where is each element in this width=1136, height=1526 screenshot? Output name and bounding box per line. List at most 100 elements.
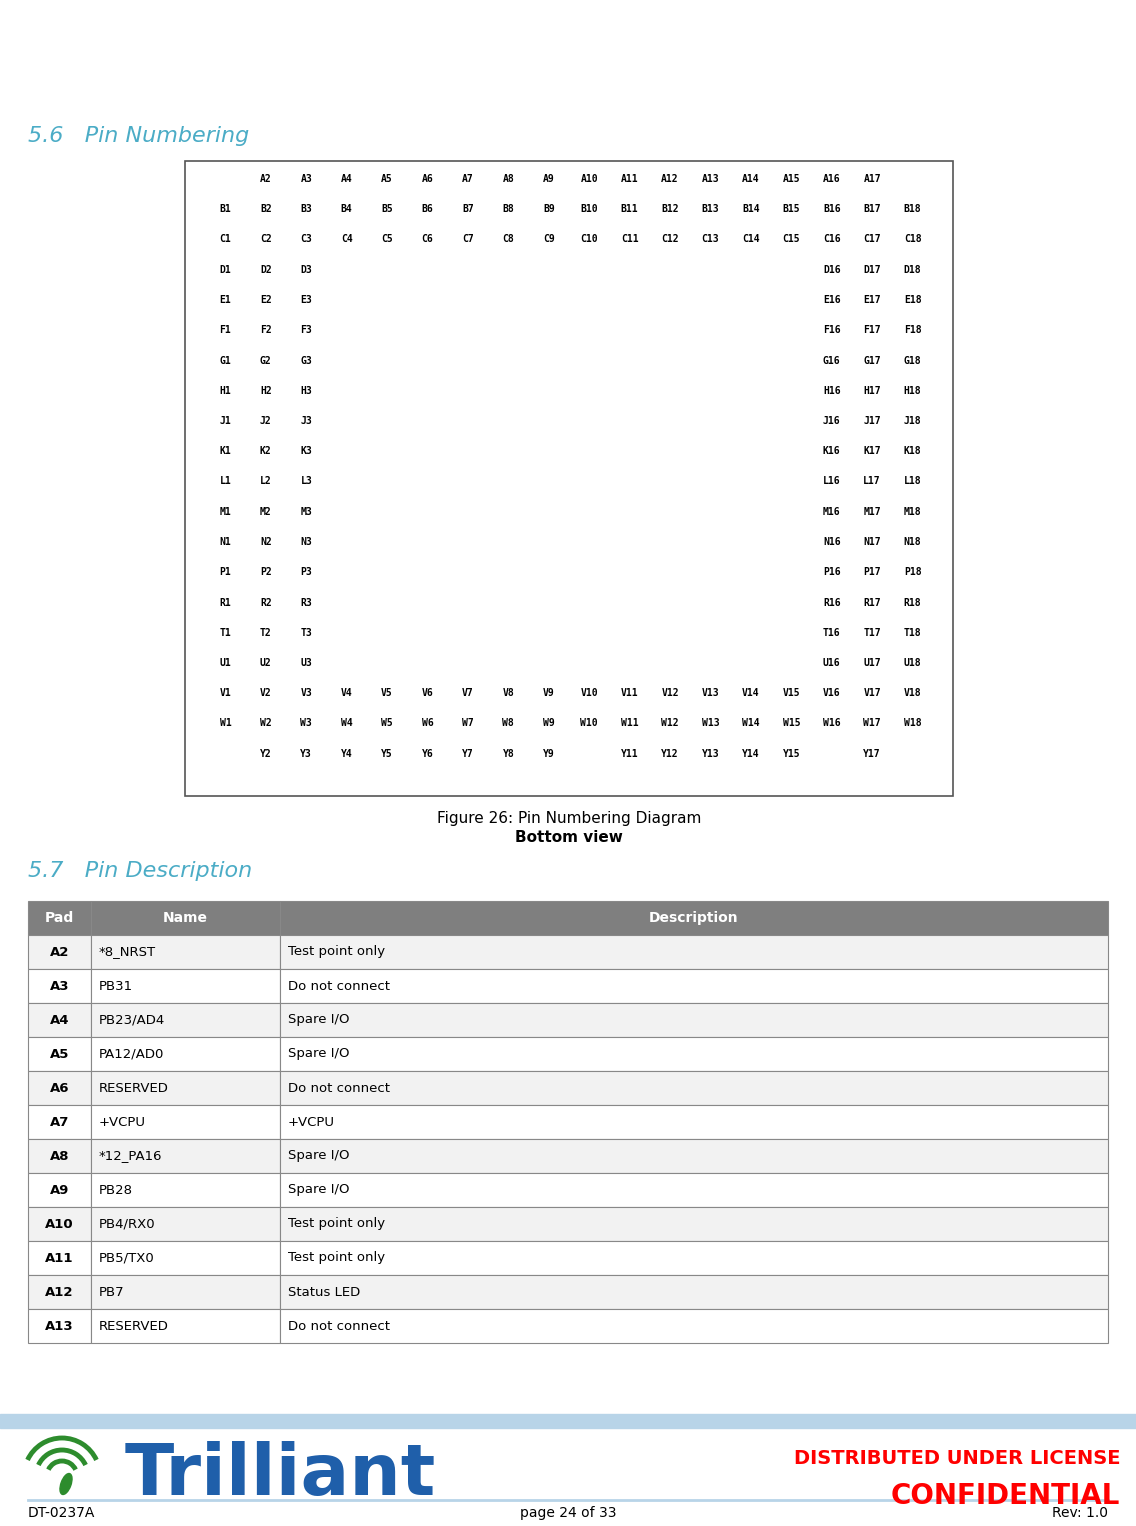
Text: L3: L3: [300, 476, 312, 487]
Text: Y6: Y6: [421, 749, 434, 758]
Text: R2: R2: [260, 598, 272, 607]
Text: A4: A4: [50, 1013, 69, 1027]
Text: V9: V9: [543, 688, 554, 699]
Text: J16: J16: [822, 417, 841, 426]
Text: *8_NRST: *8_NRST: [99, 946, 156, 958]
Bar: [28, 935, 91, 969]
Bar: [185, 162, 953, 797]
Text: H16: H16: [822, 386, 841, 395]
Text: Description: Description: [649, 911, 738, 925]
Text: N1: N1: [219, 537, 232, 546]
Text: R18: R18: [904, 598, 921, 607]
Bar: [91, 1276, 279, 1309]
Text: B3: B3: [300, 204, 312, 214]
Text: V3: V3: [300, 688, 312, 699]
Text: W11: W11: [620, 719, 638, 728]
Text: C11: C11: [620, 235, 638, 244]
Text: M3: M3: [300, 507, 312, 517]
Text: U16: U16: [822, 658, 841, 668]
Text: B7: B7: [462, 204, 474, 214]
Text: N2: N2: [260, 537, 272, 546]
Bar: [279, 1138, 1108, 1173]
Text: B11: B11: [620, 204, 638, 214]
Text: C10: C10: [580, 235, 598, 244]
Text: Status LED: Status LED: [287, 1285, 360, 1299]
Text: Spare I/O: Spare I/O: [287, 1184, 349, 1196]
Text: V4: V4: [341, 688, 352, 699]
Text: A9: A9: [50, 1184, 69, 1196]
Text: L16: L16: [822, 476, 841, 487]
Text: W2: W2: [260, 719, 272, 728]
Bar: [28, 1241, 91, 1276]
Text: F18: F18: [904, 325, 921, 336]
Text: G1: G1: [219, 356, 232, 366]
Text: V15: V15: [783, 688, 800, 699]
Text: Bottom view: Bottom view: [515, 830, 623, 845]
Text: C2: C2: [260, 235, 272, 244]
Bar: [279, 1207, 1108, 1241]
Text: J17: J17: [863, 417, 882, 426]
Text: Pad: Pad: [44, 911, 74, 925]
Text: C4: C4: [341, 235, 352, 244]
Text: W12: W12: [661, 719, 679, 728]
Bar: [91, 1038, 279, 1071]
Text: DISTRIBUTED UNDER LICENSE: DISTRIBUTED UNDER LICENSE: [794, 1448, 1120, 1468]
Text: A4: A4: [341, 174, 352, 185]
Text: Y3: Y3: [300, 749, 312, 758]
Text: B1: B1: [219, 204, 232, 214]
Text: Do not connect: Do not connect: [287, 1082, 390, 1094]
Text: V16: V16: [822, 688, 841, 699]
Text: C16: C16: [822, 235, 841, 244]
Text: R17: R17: [863, 598, 882, 607]
Text: Y12: Y12: [661, 749, 679, 758]
Text: RESERVED: RESERVED: [99, 1082, 168, 1094]
Text: W17: W17: [863, 719, 882, 728]
Text: C7: C7: [462, 235, 474, 244]
Bar: [279, 1071, 1108, 1105]
Bar: [91, 1173, 279, 1207]
Text: N3: N3: [300, 537, 312, 546]
Text: G16: G16: [822, 356, 841, 366]
Text: D1: D1: [219, 264, 232, 275]
Text: U17: U17: [863, 658, 882, 668]
Text: Y7: Y7: [462, 749, 474, 758]
Text: B5: B5: [382, 204, 393, 214]
Text: L1: L1: [219, 476, 232, 487]
Text: T18: T18: [904, 627, 921, 638]
Text: B13: B13: [702, 204, 719, 214]
Text: Figure 26: Pin Numbering Diagram: Figure 26: Pin Numbering Diagram: [437, 810, 701, 826]
Text: P2: P2: [260, 568, 272, 577]
Text: T1: T1: [219, 627, 232, 638]
Text: B16: B16: [822, 204, 841, 214]
Text: F17: F17: [863, 325, 882, 336]
Text: J3: J3: [300, 417, 312, 426]
Text: V17: V17: [863, 688, 882, 699]
Text: CONFIDENTIAL: CONFIDENTIAL: [891, 1482, 1120, 1511]
Text: Test point only: Test point only: [287, 946, 385, 958]
Bar: [28, 1309, 91, 1343]
Text: H17: H17: [863, 386, 882, 395]
Bar: [91, 1105, 279, 1138]
Text: C17: C17: [863, 235, 882, 244]
Text: A8: A8: [50, 1149, 69, 1163]
Bar: [28, 1276, 91, 1309]
Text: W15: W15: [783, 719, 800, 728]
Text: A2: A2: [260, 174, 272, 185]
Text: +VCPU: +VCPU: [99, 1116, 145, 1129]
Text: K1: K1: [219, 446, 232, 456]
Text: E3: E3: [300, 295, 312, 305]
Text: A2: A2: [50, 946, 69, 958]
Text: W18: W18: [904, 719, 921, 728]
Text: D2: D2: [260, 264, 272, 275]
Text: T3: T3: [300, 627, 312, 638]
Text: V5: V5: [382, 688, 393, 699]
Text: G18: G18: [904, 356, 921, 366]
Text: B10: B10: [580, 204, 598, 214]
Text: P18: P18: [904, 568, 921, 577]
Text: Trilliant: Trilliant: [125, 1442, 436, 1511]
Text: Y14: Y14: [742, 749, 760, 758]
Text: P3: P3: [300, 568, 312, 577]
Text: C6: C6: [421, 235, 434, 244]
Text: W3: W3: [300, 719, 312, 728]
Text: W7: W7: [462, 719, 474, 728]
